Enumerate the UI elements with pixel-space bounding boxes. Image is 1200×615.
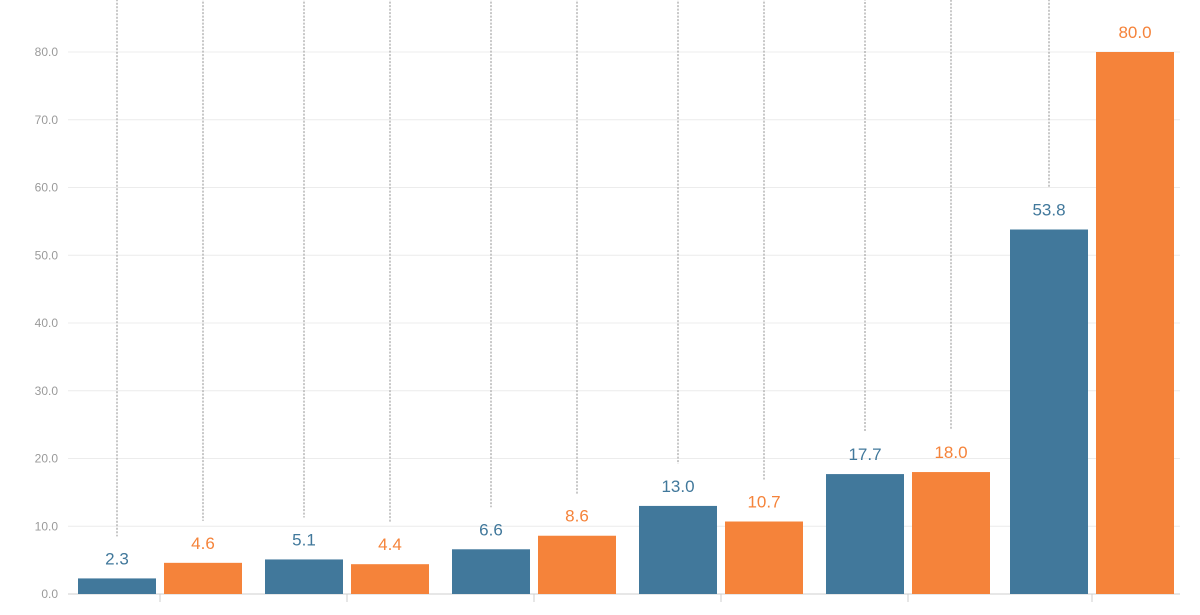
bar <box>1010 229 1088 594</box>
data-label: 53.8 <box>1032 201 1065 220</box>
bar <box>639 505 717 594</box>
data-label: 8.6 <box>565 507 589 526</box>
y-tick-label: 0.0 <box>41 587 58 601</box>
data-label: 13.0 <box>661 477 694 496</box>
bar <box>826 474 904 594</box>
data-label: 80.0 <box>1118 23 1151 42</box>
data-label: 4.6 <box>191 534 215 553</box>
y-tick-label: 10.0 <box>35 519 59 533</box>
bar <box>351 564 429 594</box>
data-label: 10.7 <box>747 493 780 512</box>
data-labels: 2.3 5.1 6.6 13.0 17.7 53.8 4.6 4.4 8.6 10.7 18.0 80… <box>105 23 1151 568</box>
bar <box>912 472 990 594</box>
bar <box>1096 52 1174 594</box>
y-tick-label: 70.0 <box>35 113 59 127</box>
y-tick-label: 20.0 <box>35 452 59 466</box>
data-label: 6.6 <box>479 520 503 539</box>
y-tick-label: 50.0 <box>35 248 59 262</box>
bar <box>452 549 530 594</box>
bar <box>164 562 242 594</box>
error-bars <box>116 0 1050 537</box>
data-label: 4.4 <box>378 535 402 554</box>
y-tick-label: 30.0 <box>35 384 59 398</box>
y-tick-label: 40.0 <box>35 316 59 330</box>
data-label: 2.3 <box>105 549 129 568</box>
y-axis: 0.0 10.0 20.0 30.0 40.0 50.0 60.0 70.0 80.0 <box>35 45 1093 602</box>
y-tick-label: 80.0 <box>35 45 59 59</box>
bars <box>78 52 1174 594</box>
data-label: 17.7 <box>848 445 881 464</box>
data-label: 5.1 <box>292 530 316 549</box>
data-label: 18.0 <box>934 443 967 462</box>
y-tick-label: 60.0 <box>35 181 59 195</box>
bar <box>78 578 156 594</box>
bar <box>725 521 803 594</box>
bar <box>265 559 343 594</box>
bar <box>538 535 616 594</box>
gridlines <box>68 51 1180 595</box>
